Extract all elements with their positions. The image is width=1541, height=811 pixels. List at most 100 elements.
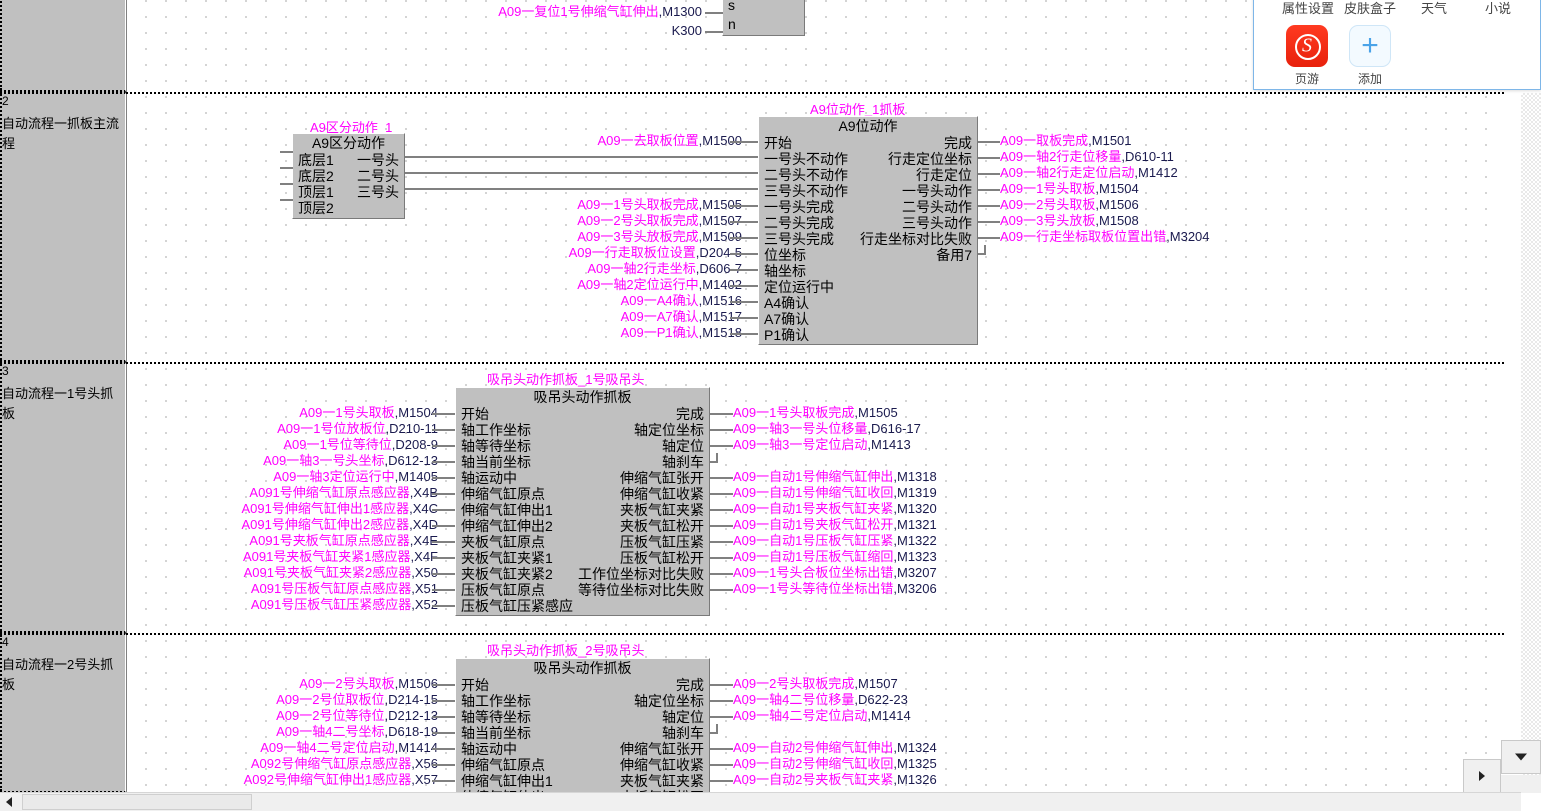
fb-output-pin: 压板气缸松开 [620,550,704,566]
wire [730,141,758,143]
browser-quick-panel[interactable]: 属性设置 皮肤盒子 天气 小说 页游 添加 [1253,0,1541,90]
tile-add[interactable]: 添加 [1339,25,1401,86]
operand-label: A09一A4确认,M1516 [620,293,742,308]
fb-output-pin: 伸缩气缸收紧 [620,757,704,773]
wire [730,221,758,223]
wire [710,732,718,734]
operand-label: A091号夹板气缸原点感应器,X4E [249,533,438,548]
wire [710,493,733,495]
fb-input-pin: 伸缩气缸伸出1 [461,502,553,518]
fb-output-pin: 行走坐标对比失败 [860,231,972,247]
fb-output-pin: 轴定位坐标 [634,693,704,709]
scroll-left-button[interactable] [0,793,18,811]
fb-title: 吸吊头动作抓板 [533,389,632,405]
fb-output-pin: 伸缩气缸张开 [620,470,704,486]
fb-input-pin: 底层1 [298,152,334,168]
rung-header-3[interactable]: 3 自动流程一1号头抓板 [0,362,126,633]
fb-rung1[interactable]: s n [722,0,805,36]
fb-lift-head-2[interactable]: 吸吊头动作抓板 开始 轴工作坐标 轴等待坐标 轴当前坐标 轴运动中 伸缩气缸原点… [455,658,710,805]
horizontal-scrollbar-thumb[interactable] [22,794,252,810]
operand-label: A09一自动2号夹板气缸夹紧,M1326 [733,772,937,787]
wire [978,189,1000,191]
wire [978,221,1000,223]
fb-input-pin: 一号头完成 [764,199,834,215]
wire [432,716,455,718]
operand-label: A091号压板气缸原点感应器,X51 [250,581,438,596]
horizontal-scrollbar[interactable] [0,792,1521,811]
wire [432,477,455,479]
wire [730,253,758,255]
fb-input-pin: 开始 [461,406,489,422]
fb-output-pin: 三号头 [357,184,399,200]
wire [978,237,1000,239]
fb-lift-head-1[interactable]: 吸吊头动作抓板 开始 轴工作坐标 轴等待坐标 轴当前坐标 轴运动中 伸缩气缸原点… [455,387,710,616]
operand-label: A091号夹板气缸夹紧2感应器,X50 [243,565,438,580]
fb-input-pin: 压板气缸原点 [461,582,545,598]
vertical-scrollbar-track[interactable] [1521,93,1541,775]
operand-label: A09一2号位等待位,D212-13 [276,708,438,723]
fb-input-pin: 压板气缸压紧感应 [461,598,573,614]
wire [432,461,455,463]
tile-webgame[interactable]: 页游 [1276,25,1338,86]
nav-item-novel[interactable]: 小说 [1485,1,1512,16]
operand-label: A09一1号位等待位,D208-9 [283,437,438,452]
wire [710,525,733,527]
fb-input-pin: 伸缩气缸原点 [461,757,545,773]
fb-output-pin: 三号头动作 [902,215,972,231]
wire [432,413,455,415]
rung-title: 自动流程一1号头抓板 [2,386,114,421]
operand-label: A09一轴2定位运行中,M1402 [577,277,742,292]
operand-label: A09一轴3一号定位启动,M1413 [733,437,911,452]
wire [710,748,733,750]
fb-input-pin: A4确认 [764,295,810,311]
rung-header-4[interactable]: 4 自动流程一2号头抓板 [0,633,126,793]
fb-title: A9位动作 [838,118,898,134]
fb-a9-region[interactable]: A9区分动作 底层1 底层2 顶层1 顶层2 一号头 二号头 三号头 [292,133,405,219]
scroll-right-button[interactable] [1463,759,1501,793]
rung-title: 自动流程一2号头抓板 [2,657,114,692]
wire [978,157,1000,159]
scroll-down-button[interactable] [1501,740,1541,774]
operand-label: A091号压板气缸压紧感应器,X52 [250,597,438,612]
operand-label: A09一轴4二号坐标,D618-19 [276,724,438,739]
fb-input-pin: 伸缩气缸伸出1 [461,773,553,789]
fb-input-pin: 轴运动中 [461,470,517,486]
wire [710,764,733,766]
fb-output-pin: 二号头 [357,168,399,184]
nav-item-properties[interactable]: 属性设置 [1282,1,1335,16]
wire [280,183,293,185]
wire [710,509,733,511]
fb-output-pin: 二号头动作 [902,199,972,215]
fb-pin-s: s [728,0,735,13]
operand-label: A09一轴2行走位移量,D610-11 [1000,149,1174,164]
wire [730,333,758,335]
fb-instance-name: A9位动作_1抓板 [810,102,906,117]
fb-output-pin: 完成 [944,135,972,151]
fb-a9-position-action[interactable]: A9位动作 开始 一号头不动作 二号头不动作 三号头不动作 一号头完成 二号头完… [758,116,978,345]
fb-input-pin: 顶层1 [298,184,334,200]
rung-header-1[interactable] [0,0,126,92]
nav-item-skin-box[interactable]: 皮肤盒子 [1344,1,1397,16]
fb-output-pin: 伸缩气缸收紧 [620,486,704,502]
operand-label: A09一1号头取板,M1504 [299,405,438,420]
fb-input-pin: 夹板气缸夹紧2 [461,566,553,582]
wire [432,748,455,750]
fb-instance-name: A9区分动作_1 [310,120,393,135]
operand-label: A09一轴2行走定位启动,M1412 [1000,165,1178,180]
operand-label: A091号伸缩气缸伸出1感应器,X4C [241,501,438,516]
scrollbar-corner [1501,775,1541,793]
plus-icon [1349,25,1391,67]
nav-item-weather[interactable]: 天气 [1421,1,1448,16]
operand-label: A09一1号头取板完成,M1505 [733,405,898,420]
fb-output-pin: 夹板气缸夹紧 [620,773,704,789]
fb-input-pin: 位坐标 [764,247,806,263]
fb-input-pin: 二号头不动作 [764,167,848,183]
operand-label: A09一轴4二号位移量,D622-23 [733,692,908,707]
operand-label: A09一自动2号伸缩气缸伸出,M1324 [733,740,937,755]
wire [710,477,733,479]
operand-label: A09一轴4二号定位启动,M1414 [260,740,438,755]
fb-pin-n: n [728,16,736,32]
fb-output-pin: 工作位坐标对比失败 [578,566,704,582]
wire [710,557,733,559]
rung-header-2[interactable]: 2 自动流程一抓板主流程 [0,92,126,362]
